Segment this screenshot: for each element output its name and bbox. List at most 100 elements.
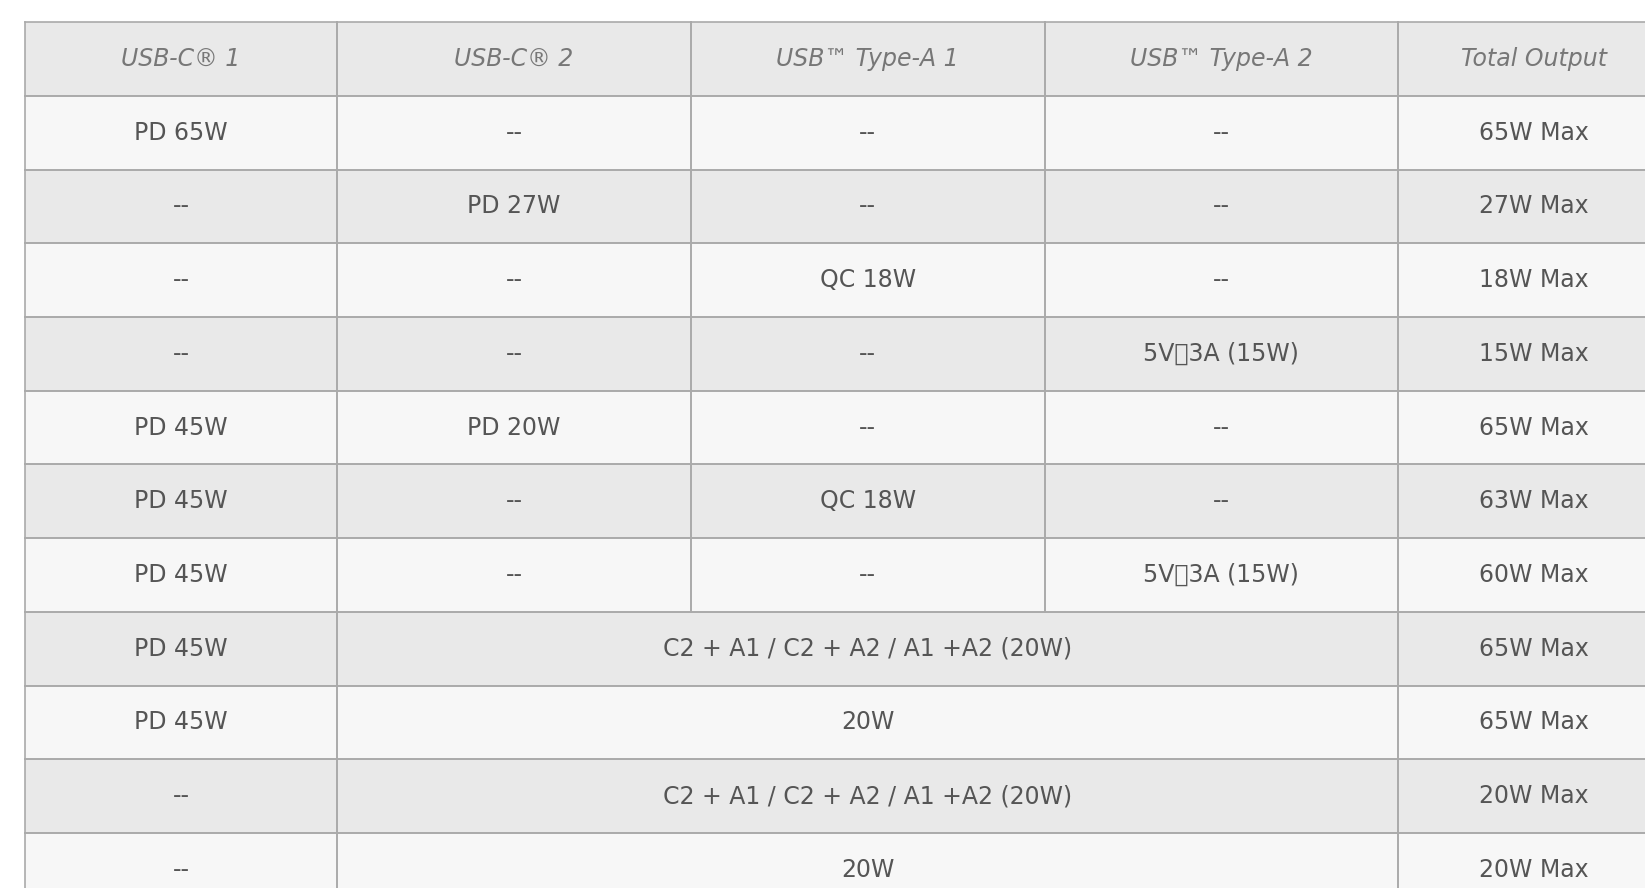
Text: PD 45W: PD 45W	[135, 563, 227, 587]
Bar	[691, 317, 1045, 391]
Bar	[691, 170, 1045, 243]
Text: --: --	[1212, 489, 1230, 513]
Bar	[1045, 464, 1398, 538]
Text: 20W Max: 20W Max	[1479, 858, 1589, 882]
Bar	[1398, 170, 1645, 243]
Text: USB™ Type-A 1: USB™ Type-A 1	[776, 47, 959, 71]
Text: --: --	[173, 268, 189, 292]
Text: 18W Max: 18W Max	[1479, 268, 1589, 292]
Bar	[337, 96, 691, 170]
Text: PD 45W: PD 45W	[135, 489, 227, 513]
Text: --: --	[173, 858, 189, 882]
Bar	[25, 538, 337, 612]
Text: --: --	[1212, 194, 1230, 218]
Text: QC 18W: QC 18W	[819, 489, 916, 513]
Bar	[1398, 243, 1645, 317]
Text: --: --	[859, 416, 877, 440]
Bar	[337, 833, 1398, 888]
Bar	[337, 686, 1398, 759]
Bar	[1398, 759, 1645, 833]
Bar	[337, 538, 691, 612]
Bar	[337, 464, 691, 538]
Bar	[25, 686, 337, 759]
Bar	[25, 833, 337, 888]
Text: PD 27W: PD 27W	[467, 194, 561, 218]
Text: USB-C® 2: USB-C® 2	[454, 47, 574, 71]
Bar	[337, 170, 691, 243]
Bar	[337, 317, 691, 391]
Text: 65W Max: 65W Max	[1479, 710, 1589, 734]
Text: 65W Max: 65W Max	[1479, 121, 1589, 145]
Text: Total Output: Total Output	[1461, 47, 1607, 71]
Bar	[1045, 391, 1398, 464]
Bar	[337, 22, 691, 96]
Bar	[691, 391, 1045, 464]
Text: 15W Max: 15W Max	[1479, 342, 1589, 366]
Text: --: --	[1212, 268, 1230, 292]
Text: PD 20W: PD 20W	[467, 416, 561, 440]
Bar	[1045, 317, 1398, 391]
Text: --: --	[859, 563, 877, 587]
Bar	[337, 243, 691, 317]
Text: PD 45W: PD 45W	[135, 416, 227, 440]
Bar	[25, 170, 337, 243]
Bar	[1045, 22, 1398, 96]
Bar	[25, 759, 337, 833]
Text: 65W Max: 65W Max	[1479, 416, 1589, 440]
Bar	[337, 391, 691, 464]
Bar	[337, 759, 1398, 833]
Bar	[25, 464, 337, 538]
Bar	[1045, 243, 1398, 317]
Bar	[1398, 96, 1645, 170]
Text: --: --	[859, 194, 877, 218]
Bar	[691, 22, 1045, 96]
Bar	[1398, 464, 1645, 538]
Bar	[337, 612, 1398, 686]
Text: --: --	[505, 342, 523, 366]
Bar	[25, 317, 337, 391]
Bar	[1398, 538, 1645, 612]
Text: --: --	[173, 342, 189, 366]
Text: 20W Max: 20W Max	[1479, 784, 1589, 808]
Bar	[1045, 96, 1398, 170]
Text: 63W Max: 63W Max	[1479, 489, 1589, 513]
Text: PD 65W: PD 65W	[135, 121, 227, 145]
Bar	[25, 243, 337, 317]
Text: QC 18W: QC 18W	[819, 268, 916, 292]
Text: PD 45W: PD 45W	[135, 710, 227, 734]
Text: 20W: 20W	[841, 858, 895, 882]
Text: 27W Max: 27W Max	[1479, 194, 1589, 218]
Bar	[25, 612, 337, 686]
Text: C2 + A1 / C2 + A2 / A1 +A2 (20W): C2 + A1 / C2 + A2 / A1 +A2 (20W)	[663, 637, 1073, 661]
Bar	[1398, 686, 1645, 759]
Text: --: --	[859, 121, 877, 145]
Bar	[1398, 612, 1645, 686]
Text: --: --	[505, 121, 523, 145]
Bar	[691, 96, 1045, 170]
Text: --: --	[1212, 121, 1230, 145]
Text: 65W Max: 65W Max	[1479, 637, 1589, 661]
Text: --: --	[505, 489, 523, 513]
Bar	[1398, 22, 1645, 96]
Bar	[1398, 317, 1645, 391]
Text: C2 + A1 / C2 + A2 / A1 +A2 (20W): C2 + A1 / C2 + A2 / A1 +A2 (20W)	[663, 784, 1073, 808]
Text: --: --	[173, 784, 189, 808]
Text: 60W Max: 60W Max	[1479, 563, 1589, 587]
Bar	[1045, 170, 1398, 243]
Bar	[691, 464, 1045, 538]
Text: --: --	[505, 268, 523, 292]
Text: 5V⏜3A (15W): 5V⏜3A (15W)	[1143, 563, 1300, 587]
Bar	[25, 96, 337, 170]
Text: --: --	[505, 563, 523, 587]
Text: USB-C® 1: USB-C® 1	[122, 47, 240, 71]
Text: --: --	[173, 194, 189, 218]
Text: 20W: 20W	[841, 710, 895, 734]
Bar	[1398, 833, 1645, 888]
Text: 5V⏜3A (15W): 5V⏜3A (15W)	[1143, 342, 1300, 366]
Bar	[691, 538, 1045, 612]
Text: USB™ Type-A 2: USB™ Type-A 2	[1130, 47, 1313, 71]
Text: PD 45W: PD 45W	[135, 637, 227, 661]
Text: --: --	[859, 342, 877, 366]
Bar	[25, 391, 337, 464]
Bar	[1045, 538, 1398, 612]
